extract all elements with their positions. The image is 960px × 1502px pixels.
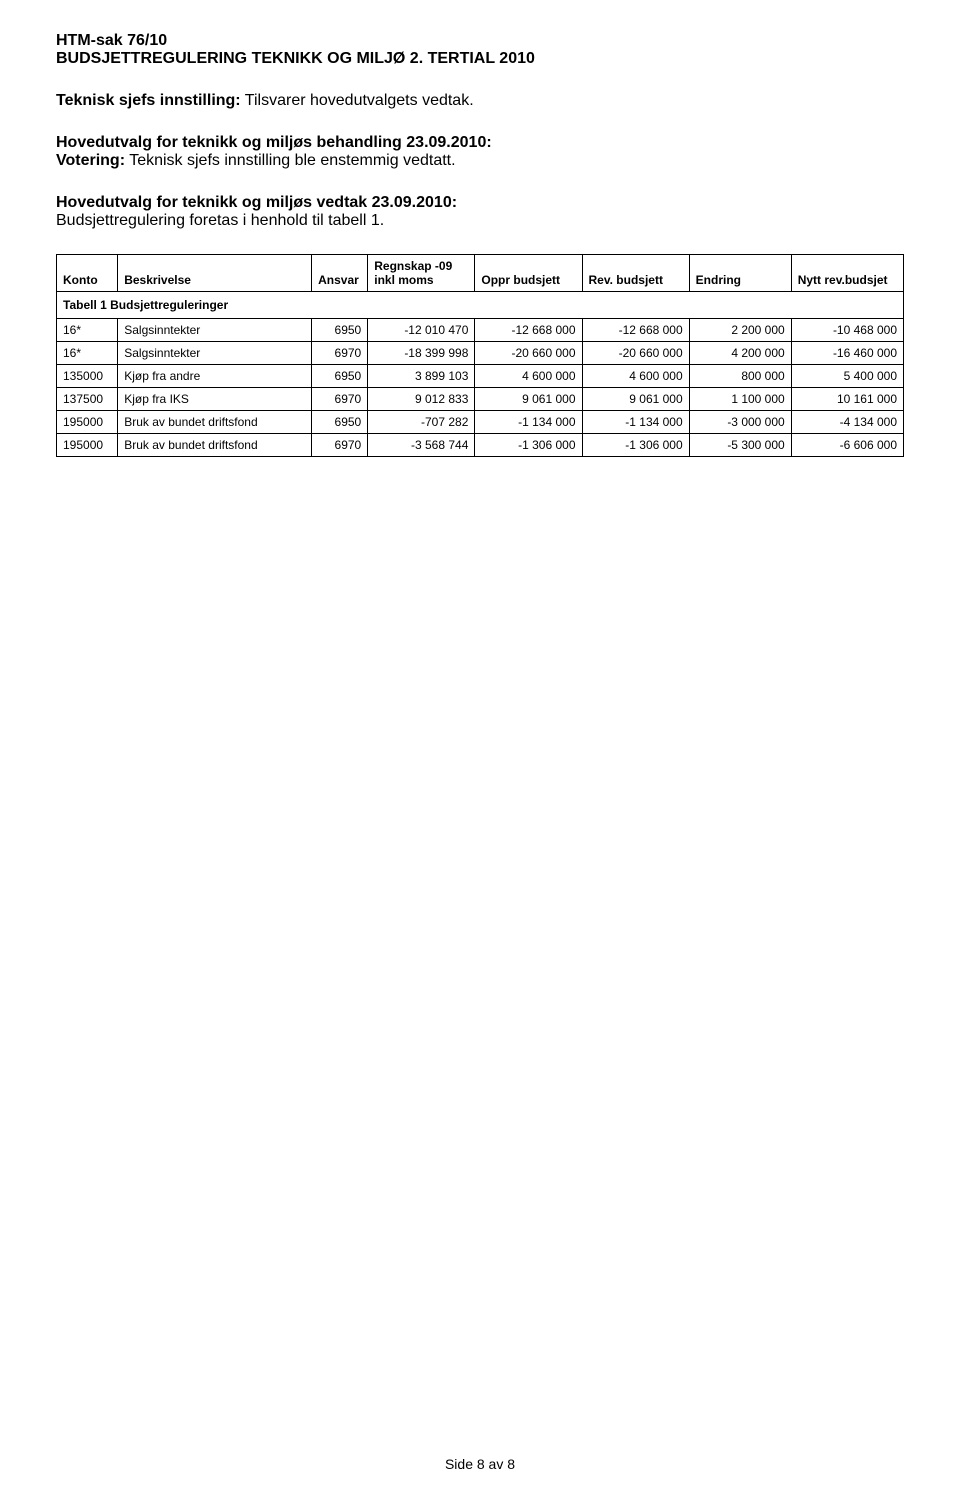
cell-besk: Salgsinntekter [118, 319, 312, 342]
cell-oppr: -1 134 000 [475, 411, 582, 434]
votering-rest: Teknisk sjefs innstilling ble enstemmig … [125, 152, 456, 169]
table-row: 16* Salgsinntekter 6950 -12 010 470 -12 … [57, 319, 904, 342]
table-title-row: Tabell 1 Budsjettreguleringer [57, 292, 904, 319]
cell-regnskap: -3 568 744 [368, 434, 475, 457]
cell-oppr: -12 668 000 [475, 319, 582, 342]
col-oppr: Oppr budsjett [475, 255, 582, 292]
intro-rest: Tilsvarer hovedutvalgets vedtak. [241, 92, 474, 109]
page-footer: Side 8 av 8 [0, 1456, 960, 1472]
table-row: 135000 Kjøp fra andre 6950 3 899 103 4 6… [57, 365, 904, 388]
intro-line: Teknisk sjefs innstilling: Tilsvarer hov… [56, 92, 904, 110]
cell-oppr: 9 061 000 [475, 388, 582, 411]
votering-line: Votering: Teknisk sjefs innstilling ble … [56, 152, 904, 170]
table-row: 195000 Bruk av bundet driftsfond 6950 -7… [57, 411, 904, 434]
cell-besk: Salgsinntekter [118, 342, 312, 365]
cell-ansvar: 6950 [312, 319, 368, 342]
table-header-row: Konto Beskrivelse Ansvar Regnskap -09 in… [57, 255, 904, 292]
cell-regnskap: 9 012 833 [368, 388, 475, 411]
cell-nytt: -10 468 000 [791, 319, 903, 342]
cell-ansvar: 6970 [312, 342, 368, 365]
cell-rev: 9 061 000 [582, 388, 689, 411]
cell-endring: -3 000 000 [689, 411, 791, 434]
cell-konto: 195000 [57, 434, 118, 457]
cell-besk: Kjøp fra IKS [118, 388, 312, 411]
cell-nytt: -4 134 000 [791, 411, 903, 434]
table-row: 16* Salgsinntekter 6970 -18 399 998 -20 … [57, 342, 904, 365]
budget-table: Tabell 1 Budsjettreguleringer Konto Besk… [56, 254, 904, 457]
cell-nytt: -6 606 000 [791, 434, 903, 457]
cell-oppr: -1 306 000 [475, 434, 582, 457]
cell-besk: Bruk av bundet driftsfond [118, 434, 312, 457]
intro-lead: Teknisk sjefs innstilling: [56, 92, 241, 109]
cell-ansvar: 6970 [312, 434, 368, 457]
col-rev: Rev. budsjett [582, 255, 689, 292]
cell-regnskap: -707 282 [368, 411, 475, 434]
votering-lead: Votering: [56, 152, 125, 169]
col-regnskap: Regnskap -09 inkl moms [368, 255, 475, 292]
cell-regnskap: -12 010 470 [368, 319, 475, 342]
cell-rev: -12 668 000 [582, 319, 689, 342]
col-endring: Endring [689, 255, 791, 292]
col-ansvar: Ansvar [312, 255, 368, 292]
cell-endring: 2 200 000 [689, 319, 791, 342]
col-nytt: Nytt rev.budsjet [791, 255, 903, 292]
cell-konto: 135000 [57, 365, 118, 388]
cell-konto: 16* [57, 342, 118, 365]
cell-regnskap: 3 899 103 [368, 365, 475, 388]
table-row: 137500 Kjøp fra IKS 6970 9 012 833 9 061… [57, 388, 904, 411]
cell-endring: 800 000 [689, 365, 791, 388]
table-title: Tabell 1 Budsjettreguleringer [57, 292, 904, 319]
cell-rev: -20 660 000 [582, 342, 689, 365]
cell-rev: -1 134 000 [582, 411, 689, 434]
table-row: 195000 Bruk av bundet driftsfond 6970 -3… [57, 434, 904, 457]
case-number: HTM-sak 76/10 [56, 32, 904, 50]
cell-konto: 137500 [57, 388, 118, 411]
cell-oppr: 4 600 000 [475, 365, 582, 388]
cell-endring: -5 300 000 [689, 434, 791, 457]
cell-ansvar: 6950 [312, 365, 368, 388]
cell-endring: 1 100 000 [689, 388, 791, 411]
cell-nytt: -16 460 000 [791, 342, 903, 365]
col-beskrivelse: Beskrivelse [118, 255, 312, 292]
cell-regnskap: -18 399 998 [368, 342, 475, 365]
cell-rev: 4 600 000 [582, 365, 689, 388]
cell-konto: 16* [57, 319, 118, 342]
cell-ansvar: 6970 [312, 388, 368, 411]
cell-nytt: 10 161 000 [791, 388, 903, 411]
cell-oppr: -20 660 000 [475, 342, 582, 365]
cell-besk: Bruk av bundet driftsfond [118, 411, 312, 434]
cell-rev: -1 306 000 [582, 434, 689, 457]
cell-endring: 4 200 000 [689, 342, 791, 365]
case-title: BUDSJETTREGULERING TEKNIKK OG MILJØ 2. T… [56, 50, 904, 68]
cell-besk: Kjøp fra andre [118, 365, 312, 388]
col-konto: Konto [57, 255, 118, 292]
cell-ansvar: 6950 [312, 411, 368, 434]
cell-nytt: 5 400 000 [791, 365, 903, 388]
vedtak-title: Hovedutvalg for teknikk og miljøs vedtak… [56, 194, 904, 212]
cell-konto: 195000 [57, 411, 118, 434]
vedtak-body: Budsjettregulering foretas i henhold til… [56, 212, 904, 230]
behandling-title: Hovedutvalg for teknikk og miljøs behand… [56, 134, 904, 152]
